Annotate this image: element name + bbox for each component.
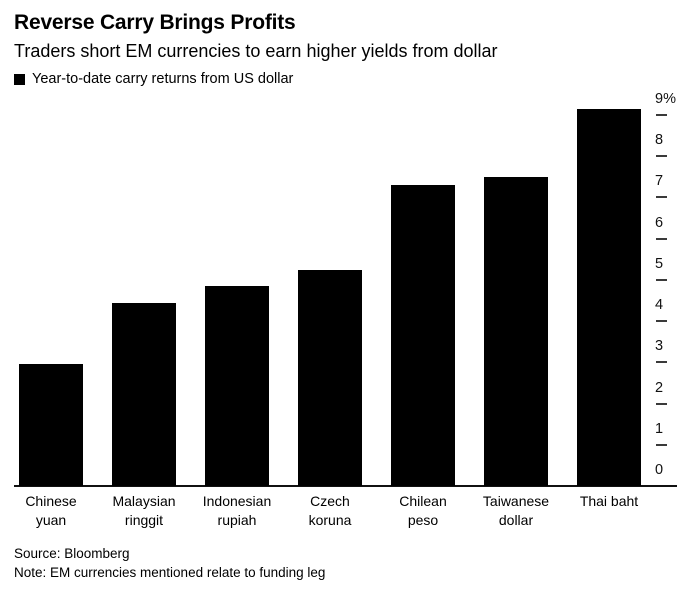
y-axis-label-1: 1 (655, 421, 664, 437)
footer-note: Note: EM currencies mentioned relate to … (14, 565, 326, 580)
legend: Year-to-date carry returns from US dolla… (14, 71, 293, 87)
y-axis-label-0: 0 (655, 462, 664, 478)
y-axis-label-3: 3 (655, 338, 664, 354)
bar-malaysian-ringgit (112, 303, 176, 486)
x-category-label-malaysian-ringgit: Malaysian ringgit (112, 493, 176, 528)
y-axis-label-2: 2 (655, 380, 664, 396)
bar-chilean-peso (391, 185, 455, 486)
x-category-label-taiwanese-dollar: Taiwanese dollar (482, 493, 550, 528)
footer: Source: Bloomberg Note: EM currencies me… (14, 544, 325, 582)
y-axis-tick-4 (656, 320, 667, 322)
x-category-label-czech-koruna: Czech koruna (308, 493, 352, 528)
bar-taiwanese-dollar (484, 177, 548, 486)
y-axis-label-6: 6 (655, 215, 664, 231)
y-axis-label-8: 8 (655, 132, 664, 148)
y-axis-label-7: 7 (655, 173, 664, 189)
y-axis-tick-3 (656, 361, 667, 363)
x-category-label-indonesian-rupiah: Indonesian rupiah (202, 493, 272, 528)
y-axis-tick-8 (656, 155, 667, 157)
chart-subtitle: Traders short EM currencies to earn high… (14, 41, 498, 61)
x-category-label-chinese-yuan: Chinese yuan (25, 493, 77, 528)
bar-thai-baht (577, 109, 641, 486)
legend-swatch-icon (14, 73, 25, 85)
x-category-label-thai-baht: Thai baht (579, 493, 639, 509)
y-axis-tick-6 (656, 238, 667, 240)
y-axis-label-5: 5 (655, 256, 664, 272)
x-category-label-chilean-peso: Chilean peso (399, 493, 447, 528)
y-axis-label-9: 9% (655, 91, 676, 107)
footer-source: Source: Bloomberg (14, 546, 130, 561)
chart-title: Reverse Carry Brings Profits (14, 11, 296, 34)
y-axis-tick-7 (656, 196, 667, 198)
bar-czech-koruna (298, 270, 362, 486)
bar-indonesian-rupiah (205, 286, 269, 486)
y-axis-tick-2 (656, 403, 667, 405)
y-axis-tick-9 (656, 114, 667, 116)
y-axis-tick-1 (656, 444, 667, 446)
bar-chinese-yuan (19, 364, 83, 486)
y-axis-tick-5 (656, 279, 667, 281)
x-axis-line (14, 485, 677, 487)
legend-label: Year-to-date carry returns from US dolla… (32, 71, 294, 87)
y-axis-label-4: 4 (655, 297, 664, 313)
